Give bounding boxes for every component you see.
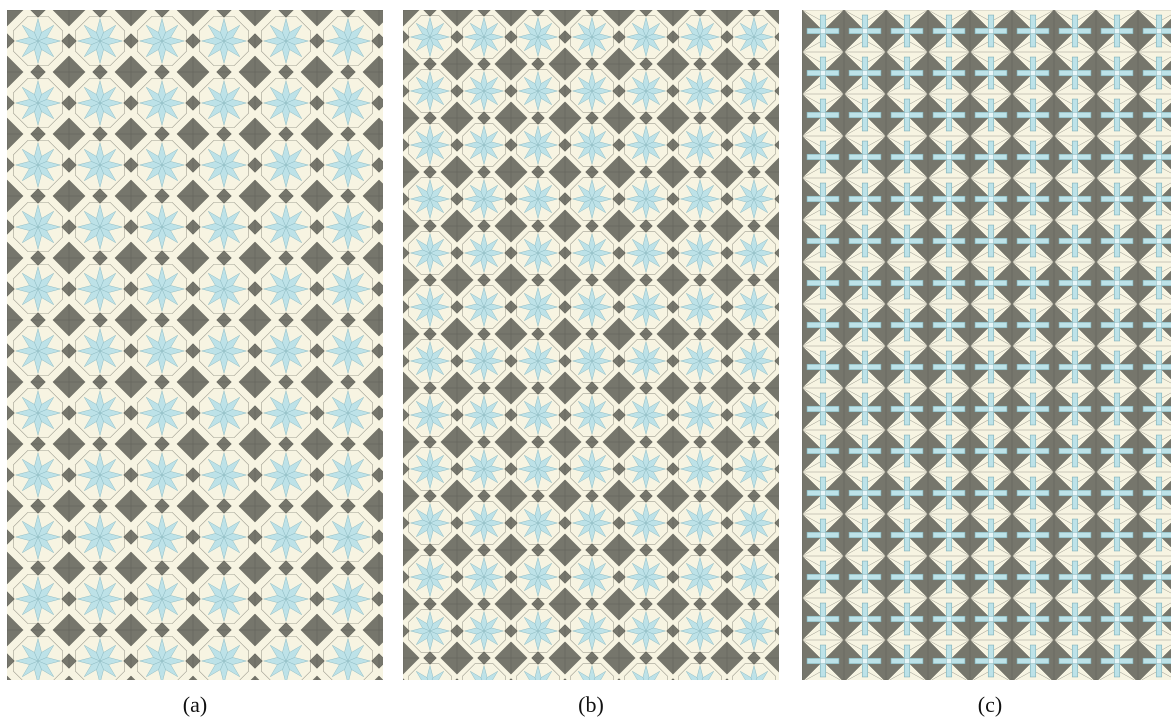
caption-b: (b) [578,692,604,717]
tiling-image-c [802,10,1171,680]
tiling-fill [802,10,1171,680]
tiling-panel-b [403,10,779,680]
tiling-fill [403,10,779,680]
caption-a: (a) [182,692,208,717]
tiling-fill [7,10,383,680]
caption-c: (c) [977,692,1003,717]
tiling-image-b [403,10,779,680]
tiling-panel-a [7,10,383,680]
tiling-image-a [7,10,383,680]
tiling-panel-c [802,10,1171,680]
